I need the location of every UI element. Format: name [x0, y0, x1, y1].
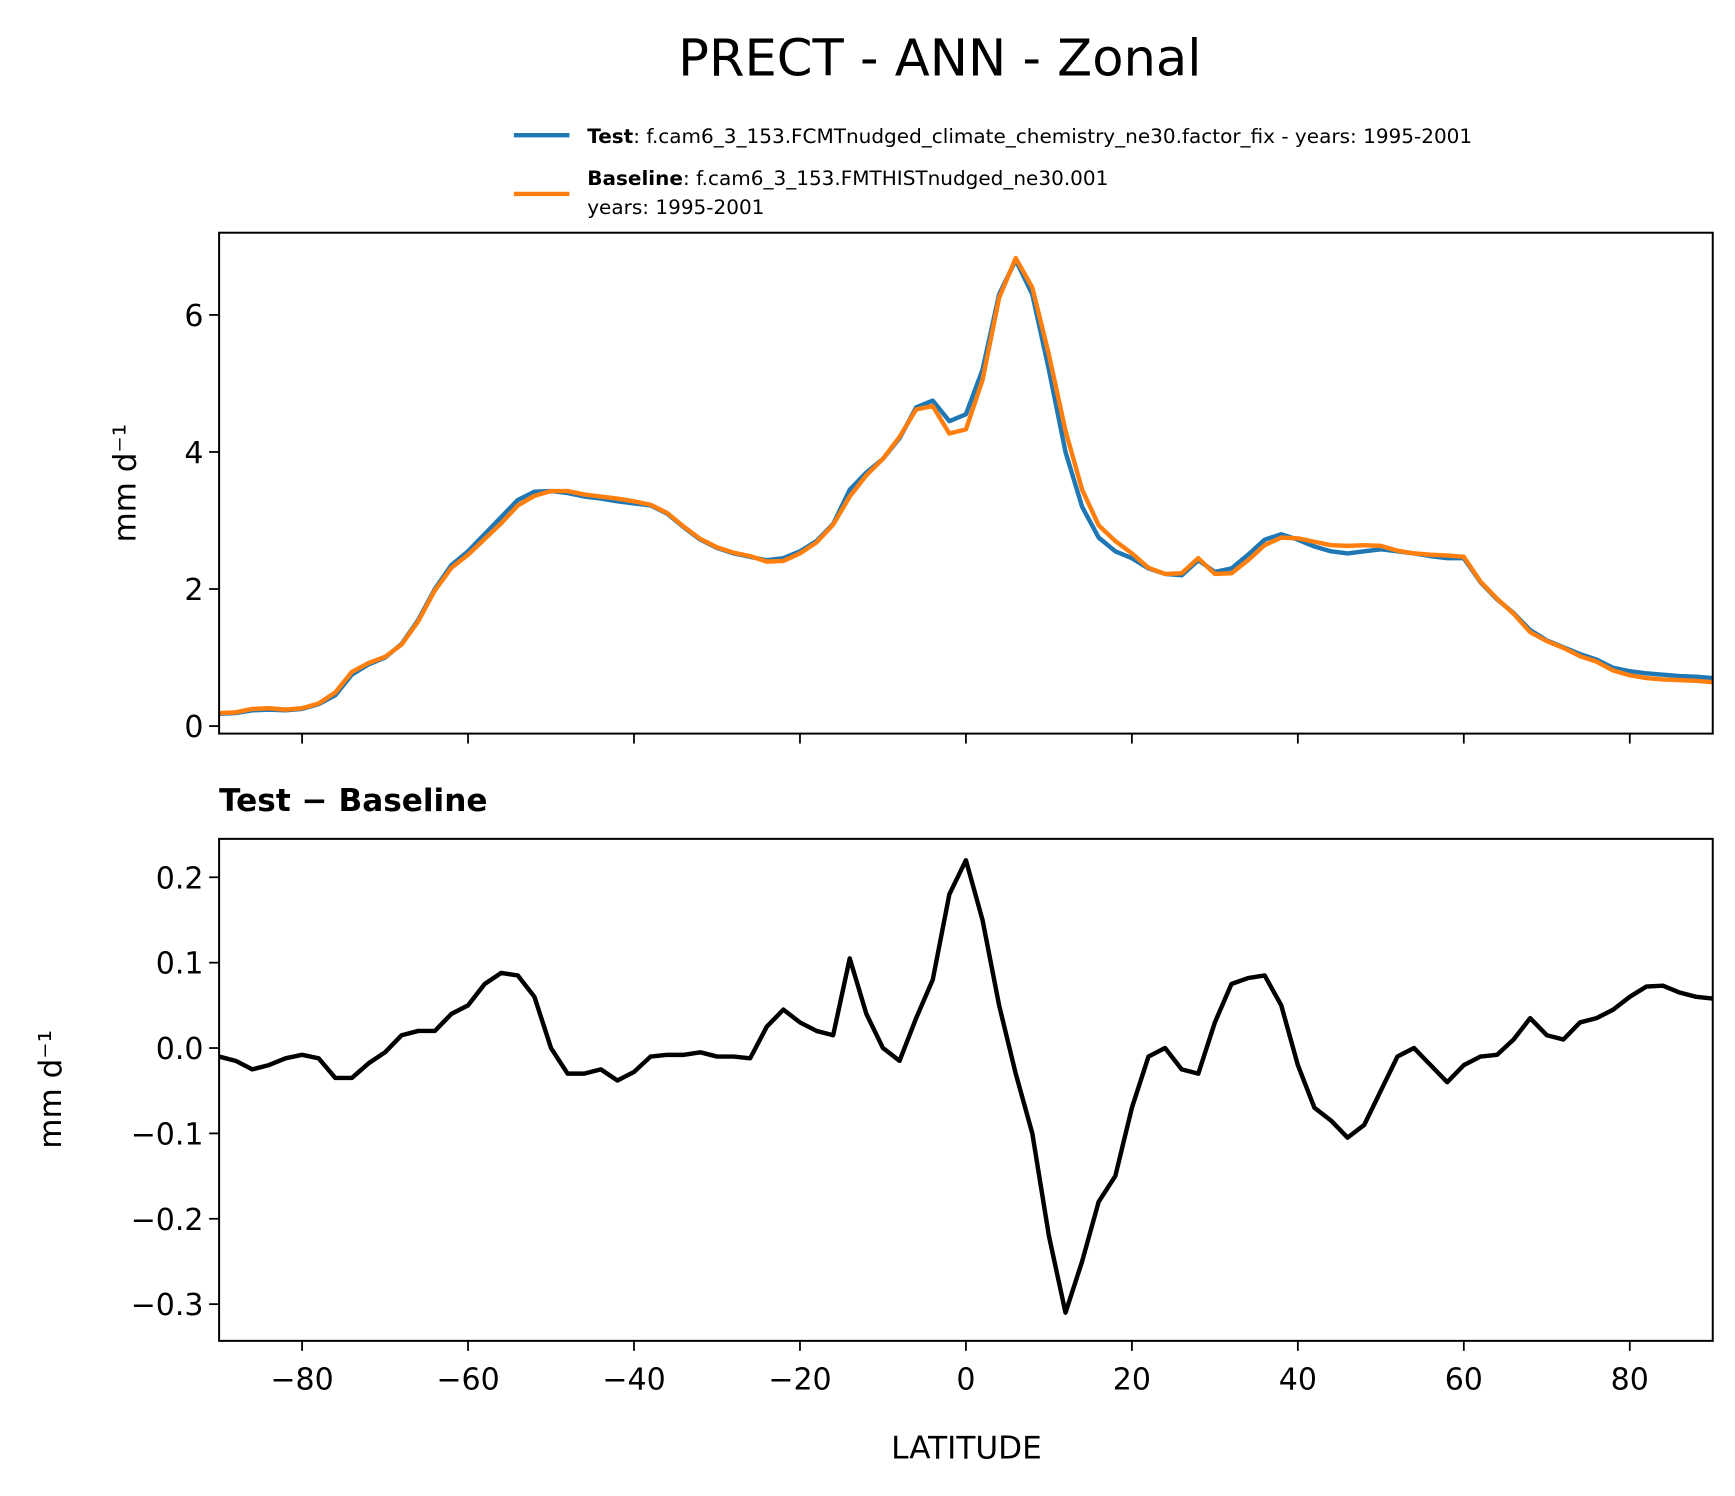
y-tick-label: 0.2	[156, 861, 204, 896]
x-tick-label: 80	[1611, 1363, 1649, 1398]
y-tick-label: 2	[184, 573, 203, 608]
x-tick-label: −40	[602, 1363, 665, 1398]
legend-name: Baseline	[587, 166, 683, 190]
subplot-title: Test − Baseline	[219, 783, 487, 819]
legend-entry: Baseline: f.cam6_3_153.FMTHISTnudged_ne3…	[587, 166, 1108, 190]
x-tick-label: 20	[1113, 1363, 1151, 1398]
x-tick-label: −60	[436, 1363, 499, 1398]
x-tick-label: 0	[956, 1363, 975, 1398]
x-tick-label: 60	[1445, 1363, 1483, 1398]
legend-name: Test	[587, 124, 633, 148]
legend-entry: Test: f.cam6_3_153.FCMTnudged_climate_ch…	[587, 124, 1472, 148]
x-tick-label: −20	[768, 1363, 831, 1398]
y-axis-label: mm d⁻¹	[108, 424, 144, 543]
axes-frame	[218, 231, 1714, 735]
y-tick-label: 6	[184, 299, 203, 334]
y-tick-label: 4	[184, 436, 203, 471]
x-tick-label: −80	[270, 1363, 333, 1398]
data-line	[219, 255, 1713, 716]
figure-title: PRECT - ANN - Zonal	[678, 29, 1201, 88]
legend-label: : f.cam6_3_153.FCMTnudged_climate_chemis…	[633, 124, 1472, 148]
y-tick-label: −0.2	[131, 1203, 204, 1238]
axes-frame	[218, 837, 1714, 1342]
legend-label: : f.cam6_3_153.FMTHISTnudged_ne30.001	[683, 166, 1108, 190]
y-tick-label: 0	[184, 710, 203, 745]
y-tick-label: 0.1	[156, 947, 204, 982]
y-tick-label: −0.1	[131, 1118, 204, 1153]
y-axis-label: mm d⁻¹	[33, 1030, 69, 1149]
y-tick-label: 0.0	[156, 1032, 204, 1067]
x-axis-label: LATITUDE	[891, 1430, 1042, 1466]
x-tick-label: 40	[1279, 1363, 1317, 1398]
y-tick-label: −0.3	[131, 1288, 204, 1323]
legend-label: years: 1995-2001	[587, 195, 764, 219]
data-line	[219, 857, 1713, 1315]
legend: Test: f.cam6_3_153.FCMTnudged_climate_ch…	[513, 124, 1472, 219]
